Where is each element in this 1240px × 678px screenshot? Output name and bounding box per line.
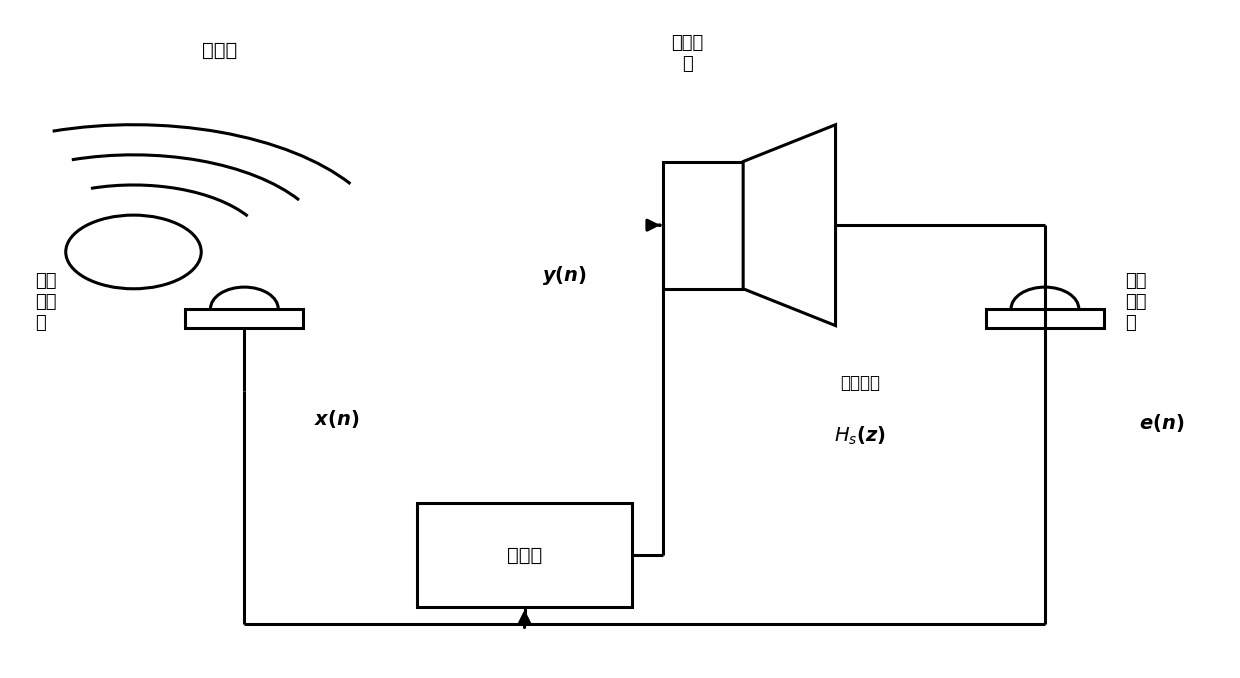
- Text: 次级声
源: 次级声 源: [672, 35, 704, 73]
- Text: 噪声源: 噪声源: [202, 41, 237, 60]
- Text: 误差
传感
器: 误差 传感 器: [1125, 273, 1147, 332]
- Bar: [185, 309, 304, 327]
- Text: $\boldsymbol{x(n)}$: $\boldsymbol{x(n)}$: [314, 408, 360, 431]
- Bar: [417, 503, 632, 607]
- Text: $\boldsymbol{e(n)}$: $\boldsymbol{e(n)}$: [1140, 412, 1184, 434]
- Text: 次级通路: 次级通路: [841, 374, 880, 391]
- Text: $\boldsymbol{y(n)}$: $\boldsymbol{y(n)}$: [542, 264, 587, 287]
- Text: $\boldsymbol{H_s(z)}$: $\boldsymbol{H_s(z)}$: [835, 425, 887, 447]
- Bar: [663, 161, 743, 289]
- Polygon shape: [743, 125, 836, 325]
- Text: 控制器: 控制器: [507, 546, 542, 565]
- Text: 参考
传感
器: 参考 传感 器: [35, 273, 57, 332]
- Bar: [986, 309, 1104, 327]
